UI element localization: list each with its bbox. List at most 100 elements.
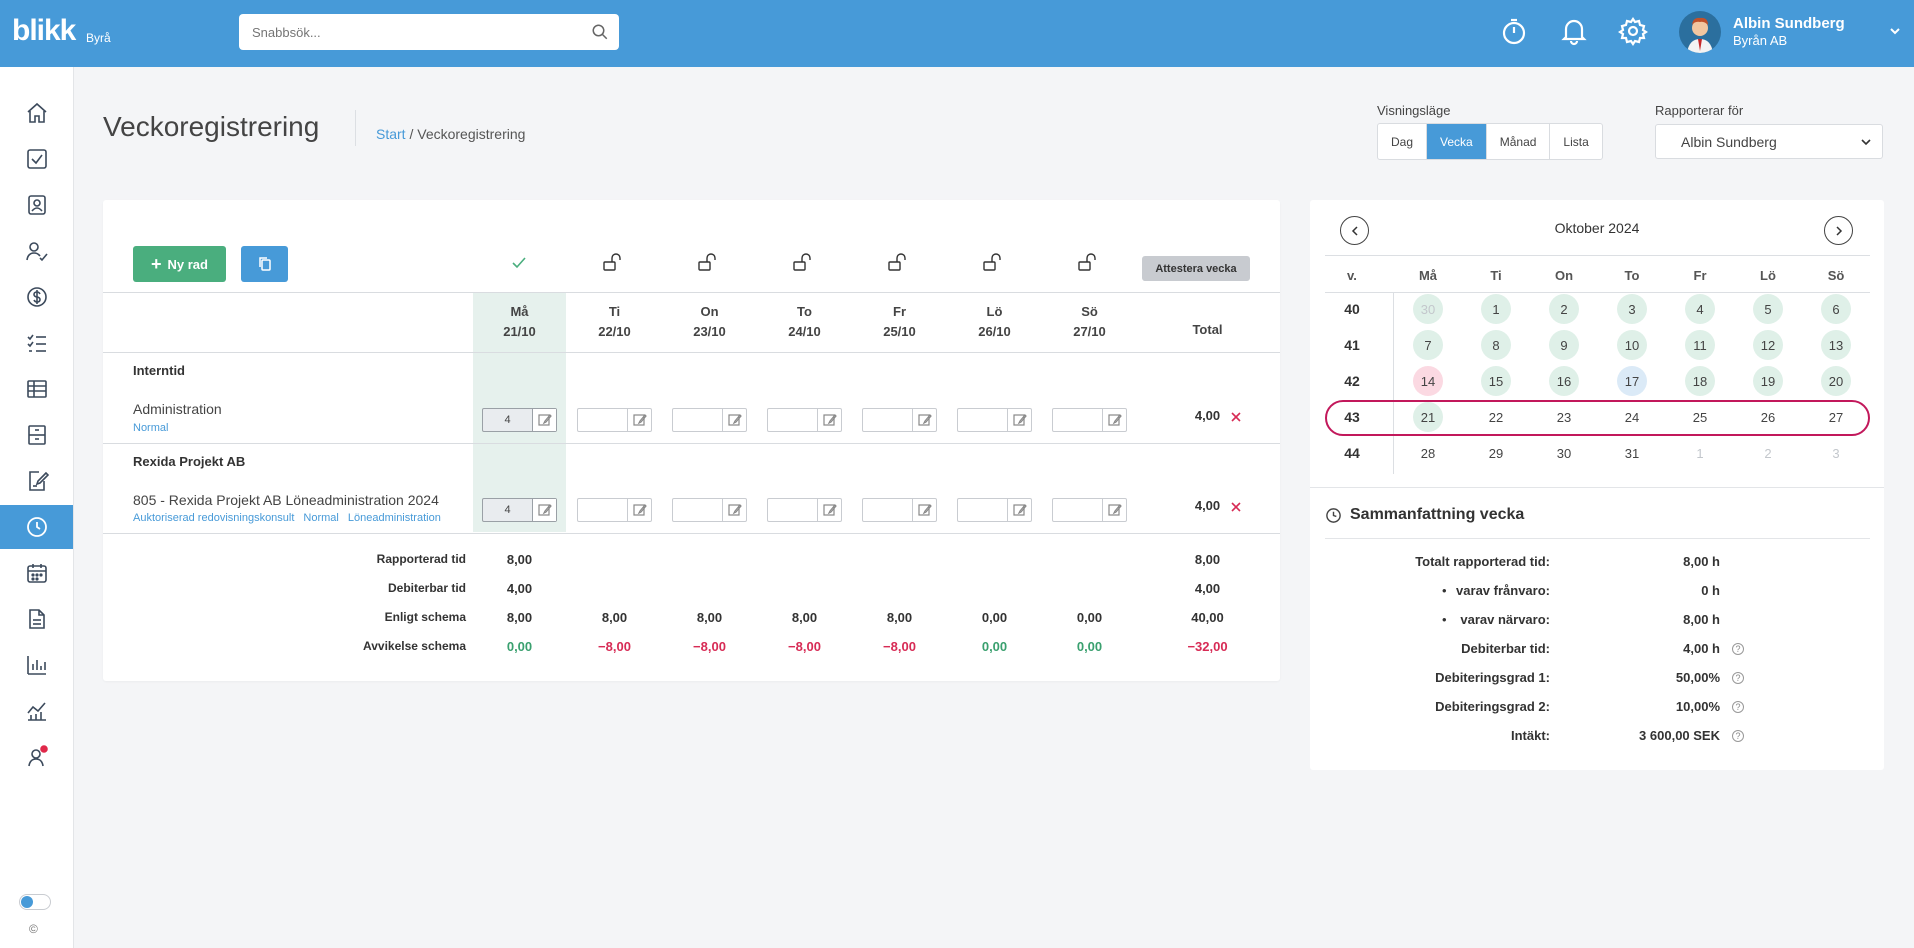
- stopwatch-icon[interactable]: [1499, 16, 1529, 46]
- edit-button[interactable]: [722, 499, 746, 521]
- edit-button[interactable]: [532, 409, 556, 431]
- calendar-day[interactable]: 14: [1413, 366, 1443, 396]
- view-mode-month[interactable]: Månad: [1487, 124, 1551, 159]
- calendar-day[interactable]: 30: [1556, 445, 1572, 461]
- sidebar-item-sign[interactable]: [0, 459, 73, 503]
- calendar-day[interactable]: 1: [1696, 445, 1704, 461]
- calendar-day[interactable]: 10: [1617, 330, 1647, 360]
- sidebar-item-contacts[interactable]: [0, 183, 73, 227]
- week-number[interactable]: 44: [1344, 445, 1360, 461]
- edit-button[interactable]: [1007, 409, 1031, 431]
- calendar-day[interactable]: 15: [1481, 366, 1511, 396]
- calendar-day[interactable]: 18: [1685, 366, 1715, 396]
- edit-button[interactable]: [532, 499, 556, 521]
- calendar-day[interactable]: 4: [1685, 294, 1715, 324]
- calendar-day[interactable]: 7: [1413, 330, 1443, 360]
- calendar-day[interactable]: 3: [1832, 445, 1840, 461]
- calendar-day[interactable]: 27: [1828, 409, 1844, 425]
- calendar-day[interactable]: 8: [1481, 330, 1511, 360]
- calendar-day[interactable]: 21: [1413, 402, 1443, 432]
- edit-button[interactable]: [1007, 499, 1031, 521]
- gear-icon[interactable]: [1618, 16, 1648, 46]
- hours-input-tue[interactable]: [577, 408, 652, 432]
- row-name[interactable]: 805 - Rexida Projekt AB Löneadministrati…: [133, 492, 439, 508]
- view-mode-week[interactable]: Vecka: [1427, 124, 1487, 159]
- hours-input-sat[interactable]: [957, 498, 1032, 522]
- search-input[interactable]: [239, 14, 569, 50]
- edit-button[interactable]: [627, 409, 651, 431]
- sidebar-item-support[interactable]: [0, 735, 73, 779]
- calendar-day[interactable]: 23: [1556, 409, 1572, 425]
- week-number[interactable]: 40: [1344, 301, 1360, 317]
- calendar-day[interactable]: 24: [1624, 409, 1640, 425]
- edit-button[interactable]: [1102, 499, 1126, 521]
- hours-input-fri[interactable]: [862, 408, 937, 432]
- sidebar-item-checklist[interactable]: [0, 321, 73, 365]
- view-mode-list[interactable]: Lista: [1563, 134, 1589, 149]
- close-icon[interactable]: [1229, 500, 1243, 514]
- unlock-icon[interactable]: [696, 252, 718, 274]
- next-month-button[interactable]: [1824, 216, 1853, 245]
- sidebar-item-economy[interactable]: [0, 275, 73, 319]
- avatar[interactable]: [1679, 11, 1721, 53]
- calendar-day[interactable]: 12: [1753, 330, 1783, 360]
- tag[interactable]: Auktoriserad redovisningskonsult: [133, 512, 295, 524]
- help-icon[interactable]: ?: [1732, 701, 1744, 713]
- calendar-day[interactable]: 3: [1617, 294, 1647, 324]
- calendar-day[interactable]: 25: [1692, 409, 1708, 425]
- sidebar-item-documents[interactable]: [0, 597, 73, 641]
- hours-input-mon[interactable]: 4: [482, 408, 557, 432]
- calendar-day[interactable]: 28: [1420, 445, 1436, 461]
- hours-input-fri[interactable]: [862, 498, 937, 522]
- sidebar-item-archive[interactable]: [0, 413, 73, 457]
- help-icon[interactable]: ?: [1732, 730, 1744, 742]
- sidebar-item-tasks[interactable]: [0, 137, 73, 181]
- calendar-day[interactable]: 19: [1753, 366, 1783, 396]
- calendar-day[interactable]: 11: [1685, 330, 1715, 360]
- hours-input-thu[interactable]: [767, 498, 842, 522]
- hours-input-wed[interactable]: [672, 408, 747, 432]
- edit-button[interactable]: [722, 409, 746, 431]
- sidebar-item-users[interactable]: [0, 229, 73, 273]
- row-name[interactable]: Administration: [133, 401, 222, 417]
- view-mode-day[interactable]: Dag: [1378, 124, 1428, 159]
- calendar-day[interactable]: 22: [1488, 409, 1504, 425]
- sidebar-item-analytics[interactable]: [0, 689, 73, 733]
- edit-button[interactable]: [912, 409, 936, 431]
- unlock-icon[interactable]: [981, 252, 1003, 274]
- edit-button[interactable]: [627, 499, 651, 521]
- tag[interactable]: Normal: [303, 512, 339, 524]
- prev-month-button[interactable]: [1340, 216, 1369, 245]
- user-name[interactable]: Albin Sundberg: [1733, 15, 1845, 32]
- calendar-day[interactable]: 13: [1821, 330, 1851, 360]
- calendar-day[interactable]: 5: [1753, 294, 1783, 324]
- calendar-day[interactable]: 30: [1413, 294, 1443, 324]
- sidebar-item-time[interactable]: [0, 505, 73, 549]
- bell-icon[interactable]: [1559, 16, 1589, 46]
- calendar-day[interactable]: 26: [1760, 409, 1776, 425]
- unlock-icon[interactable]: [886, 252, 908, 274]
- help-icon[interactable]: ?: [1732, 643, 1744, 655]
- report-for-select[interactable]: Albin Sundberg: [1655, 124, 1883, 159]
- sidebar-item-table[interactable]: [0, 367, 73, 411]
- edit-button[interactable]: [1102, 409, 1126, 431]
- calendar-day[interactable]: 16: [1549, 366, 1579, 396]
- calendar-day[interactable]: 1: [1481, 294, 1511, 324]
- calendar-day[interactable]: 17: [1617, 366, 1647, 396]
- calendar-day[interactable]: 20: [1821, 366, 1851, 396]
- hours-input-wed[interactable]: [672, 498, 747, 522]
- theme-toggle[interactable]: [19, 894, 51, 910]
- help-icon[interactable]: ?: [1732, 672, 1744, 684]
- sidebar-item-calendar[interactable]: [0, 551, 73, 595]
- check-icon[interactable]: [508, 252, 530, 274]
- week-number[interactable]: 41: [1344, 337, 1360, 353]
- attest-week-button[interactable]: Attestera vecka: [1142, 256, 1250, 281]
- calendar-day[interactable]: 2: [1764, 445, 1772, 461]
- chevron-down-icon[interactable]: [1888, 24, 1902, 38]
- hours-input-tue[interactable]: [577, 498, 652, 522]
- calendar-day[interactable]: 31: [1624, 445, 1640, 461]
- week-number[interactable]: 43: [1344, 409, 1360, 425]
- tag[interactable]: Löneadministration: [347, 512, 441, 524]
- close-icon[interactable]: [1229, 410, 1243, 424]
- copy-week-button[interactable]: [241, 246, 288, 282]
